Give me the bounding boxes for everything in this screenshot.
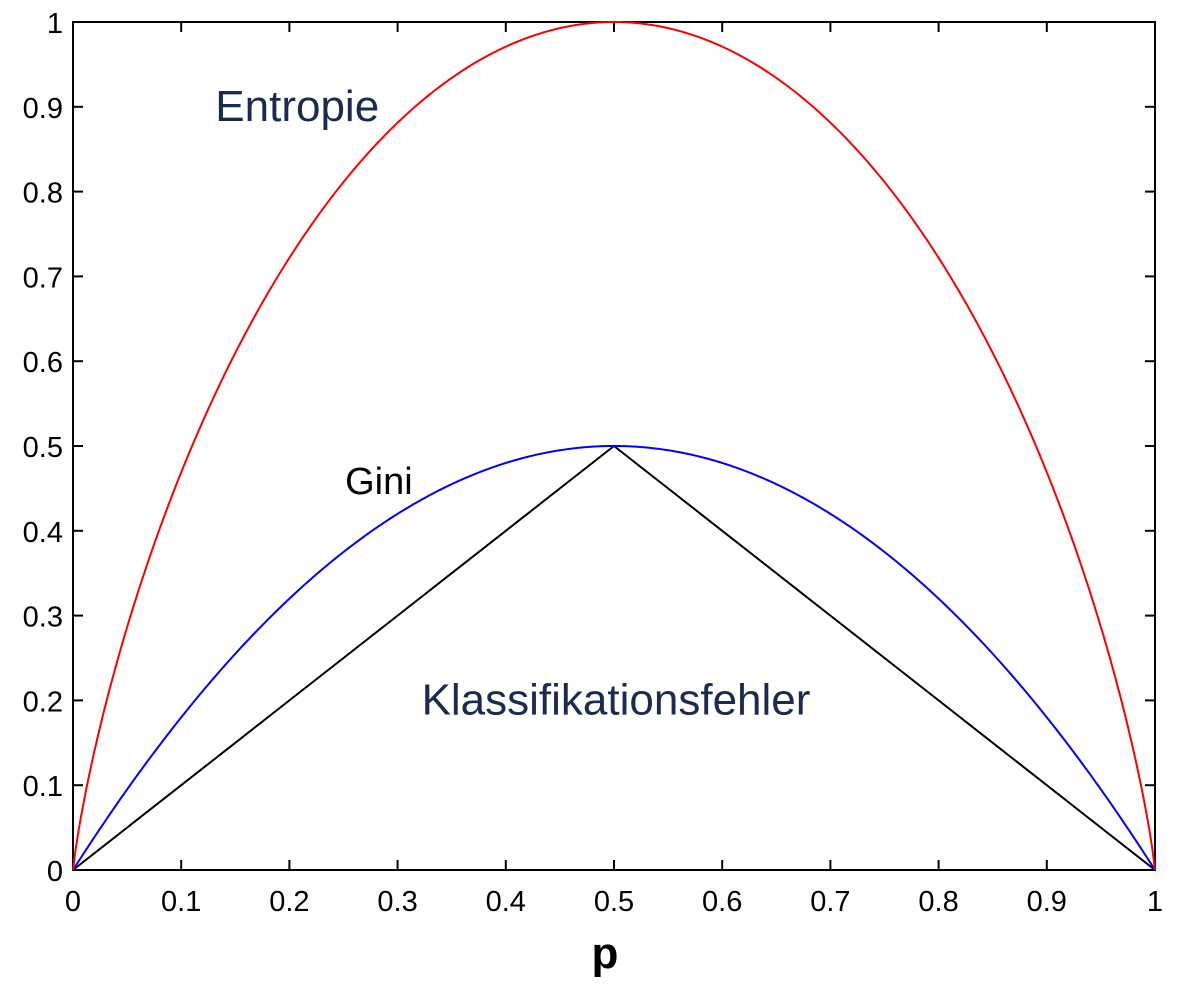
x-tick-label: 0.4	[486, 886, 526, 918]
y-tick-label: 0.3	[23, 602, 63, 634]
x-tick-label: 0.3	[377, 886, 417, 918]
x-tick-label: 1	[1147, 886, 1163, 918]
y-tick-label: 0.6	[23, 347, 63, 379]
y-tick-label: 0.4	[23, 517, 63, 549]
annotation-klassifikationsfehler: Klassifikationsfehler	[422, 675, 811, 724]
x-tick-label: 0.8	[918, 886, 958, 918]
x-tick-label: 0.5	[594, 886, 634, 918]
axis-ticks: 0 0.1 0.2 0.3 0.4 0.5 0.6 0.7 0.8 0.9 1 0 0.1 0.2 0.3 0…	[23, 8, 1163, 918]
annotation-layer: Entropie Gini Klassifikationsfehler	[215, 82, 810, 725]
series-gini-line	[72, 444, 1156, 871]
y-tick-label: 0.5	[23, 432, 63, 464]
y-tick-label: 0.9	[23, 93, 63, 125]
y-tick-label: 0	[47, 856, 63, 888]
series-entropie-line	[72, 20, 1156, 871]
x-tick-label: 0.7	[810, 886, 850, 918]
x-axis-label: p	[592, 929, 619, 978]
x-tick-label: 0.2	[269, 886, 309, 918]
y-tick-label: 0.1	[23, 771, 63, 803]
x-tick-label: 0.9	[1027, 886, 1067, 918]
x-tick-label: 0	[65, 886, 81, 918]
x-tick-label: 0.1	[161, 886, 201, 918]
y-tick-label: 0.8	[23, 178, 63, 210]
y-tick-label: 1	[47, 8, 63, 40]
annotation-gini: Gini	[345, 461, 413, 503]
y-tick-label: 0.2	[23, 686, 63, 718]
series-layer	[72, 20, 1156, 871]
x-tick-label: 0.6	[702, 886, 742, 918]
annotation-entropie: Entropie	[215, 82, 379, 131]
y-tick-label: 0.7	[23, 262, 63, 294]
